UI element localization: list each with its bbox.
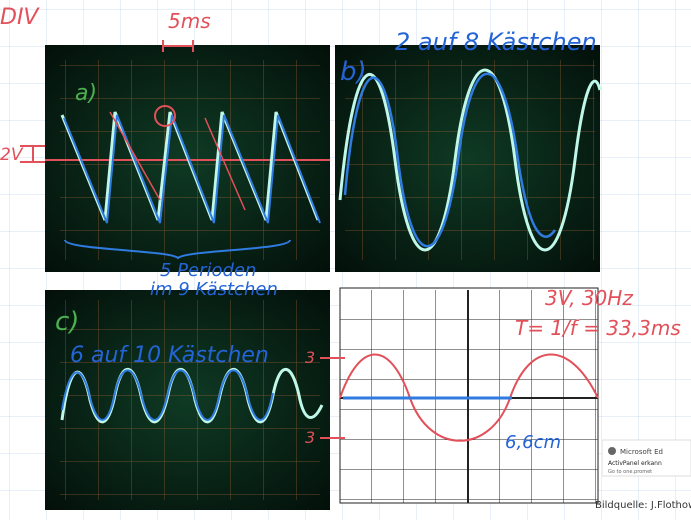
note-b: 2 auf 8 Kästchen	[395, 28, 597, 56]
label-b: b)	[340, 57, 367, 87]
amp-top: 3	[305, 348, 315, 367]
time-div: 5ms	[168, 9, 211, 33]
label-a: a)	[75, 81, 97, 106]
length-note: 6,6cm	[505, 432, 561, 453]
note-c: 6 auf 10 Kästchen	[70, 343, 269, 368]
popup[interactable]: Microsoft Ed ActivPanel erkann Go to one…	[602, 440, 691, 476]
scope-b	[335, 45, 600, 272]
volt-div: 2V	[0, 145, 24, 165]
notes-page: DIV 5ms 2V a) b) 2 auf 8 Kästchen 5 Peri…	[0, 0, 691, 520]
scope-a	[45, 45, 330, 272]
div-label: DIV	[0, 5, 40, 30]
note-d-2: T= 1/f = 33,3ms	[515, 316, 681, 340]
credit: Bildquelle: J.Flothow	[595, 500, 691, 511]
popup-line1: ActivPanel erkann	[608, 460, 662, 467]
note-a-2: im 9 Kästchen	[150, 279, 278, 300]
scope-c	[45, 290, 330, 510]
amp-bottom: 3	[305, 428, 315, 447]
label-c: c)	[55, 307, 79, 337]
note-d-1: 3V, 30Hz	[545, 286, 633, 310]
popup-title: Microsoft Ed	[620, 448, 663, 456]
note-a-1: 5 Perioden	[160, 260, 256, 281]
popup-line2: Go to one.promet	[608, 469, 652, 475]
